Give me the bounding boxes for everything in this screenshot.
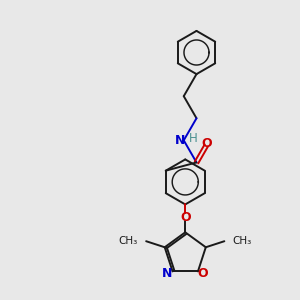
Text: O: O: [198, 267, 208, 280]
Text: H: H: [189, 132, 198, 146]
Text: O: O: [201, 136, 211, 150]
Text: N: N: [175, 134, 185, 147]
Text: CH₃: CH₃: [118, 236, 138, 246]
Text: CH₃: CH₃: [233, 236, 252, 246]
Text: O: O: [180, 212, 190, 224]
Text: N: N: [162, 267, 172, 280]
